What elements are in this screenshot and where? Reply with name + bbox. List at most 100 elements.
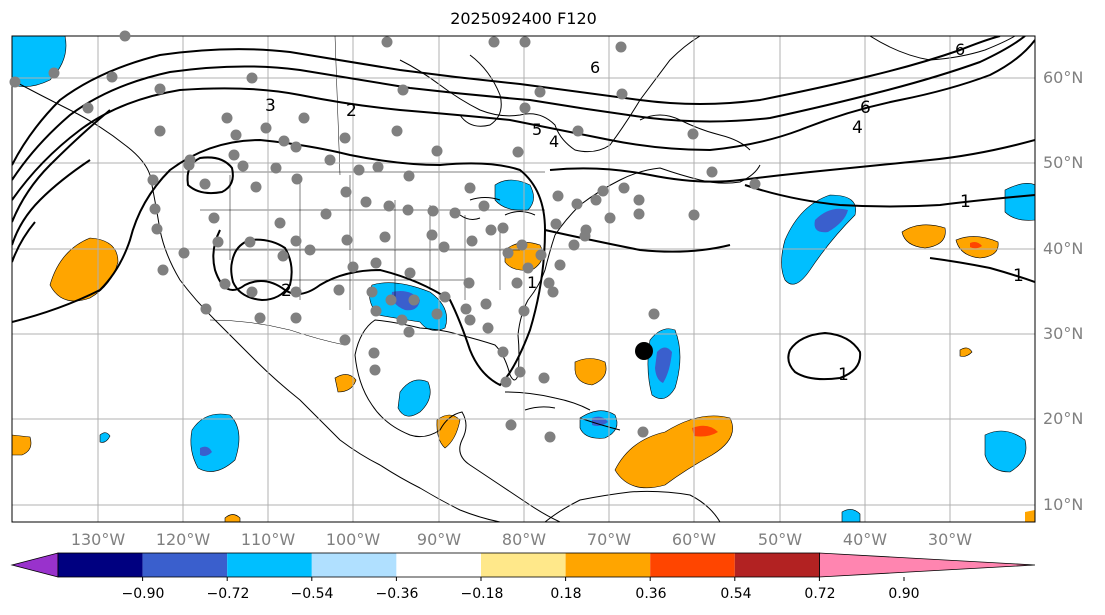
contour-label-2: 2	[346, 101, 357, 121]
lat-label-20n: 20°N	[1043, 409, 1084, 428]
station-dot	[244, 236, 256, 248]
station-dot	[324, 154, 336, 166]
pos-anomaly-mexico-west	[334, 374, 357, 393]
colorbar-segment	[481, 553, 566, 577]
lat-label-60n: 60°N	[1043, 68, 1084, 87]
station-dot	[485, 224, 497, 236]
station-dot	[512, 146, 524, 158]
station-dot	[290, 312, 302, 324]
station-dot	[383, 200, 395, 212]
station-dot	[427, 205, 439, 217]
station-dot	[396, 314, 408, 326]
station-dot	[500, 376, 512, 388]
lon-label-110w: 110°W	[240, 530, 296, 549]
station-dot	[543, 277, 555, 289]
station-dot	[568, 239, 580, 251]
map-title: 2025092400 F120	[450, 9, 597, 28]
colorbar-max-arrow	[819, 552, 1036, 578]
station-dot	[341, 234, 353, 246]
station-dot	[208, 212, 220, 224]
station-dot	[514, 366, 526, 378]
station-dot	[439, 291, 451, 303]
station-dot	[431, 308, 443, 320]
contour-label-6a: 6	[590, 58, 601, 77]
colorbar-tick-4: −0.36	[375, 586, 419, 602]
station-dot	[353, 164, 365, 176]
station-dot	[339, 334, 351, 346]
station-dot	[368, 347, 380, 359]
station-dot	[604, 212, 616, 224]
station-dot	[154, 83, 166, 95]
station-dot	[426, 229, 438, 241]
colorbar-tick-2: −0.72	[206, 586, 250, 602]
station-dot	[270, 162, 282, 174]
neg-anomaly-pacific-core	[200, 446, 212, 456]
neg-anomaly-atlantic-core	[814, 208, 848, 233]
lon-label-60w: 60°W	[671, 530, 717, 549]
pos-anomaly-tiny-1	[959, 347, 973, 357]
colorbar-tick-8: 0.54	[720, 586, 752, 602]
colorbar-tick-7: 0.36	[635, 586, 667, 602]
station-dot	[402, 204, 414, 216]
station-dot	[154, 125, 166, 137]
pos-anomaly-atlantic-2-core	[970, 242, 982, 249]
colorbar-segment	[142, 553, 228, 577]
colorbar-outline	[57, 552, 820, 578]
station-dot	[706, 166, 718, 178]
station-dot	[404, 267, 416, 279]
station-dot	[212, 236, 224, 248]
contour-label-3: 3	[265, 96, 276, 116]
station-dot	[147, 174, 159, 186]
station-dot	[298, 112, 310, 124]
lat-label-40n: 40°N	[1043, 239, 1084, 258]
colorbar-tick-9: 0.72	[804, 586, 836, 602]
colorbar-tick-3: −0.54	[290, 586, 334, 602]
station-dot	[615, 41, 627, 53]
lat-label-30n: 30°N	[1043, 324, 1084, 343]
station-dot	[519, 102, 531, 114]
station-dot	[497, 346, 509, 358]
station-dot	[333, 284, 345, 296]
station-dot	[366, 286, 378, 298]
station-dot	[200, 303, 212, 315]
contour-label-5: 5	[532, 120, 543, 139]
station-dot	[290, 286, 302, 298]
lon-label-90w: 90°W	[416, 530, 462, 549]
station-dot	[246, 72, 258, 84]
colorbar	[10, 552, 1036, 581]
station-dot	[538, 372, 550, 384]
station-dot	[391, 125, 403, 137]
station-dot	[403, 170, 415, 182]
station-dot	[431, 145, 443, 157]
station-dot	[534, 86, 546, 98]
station-dot	[320, 208, 332, 220]
station-dot	[590, 194, 602, 206]
station-dot	[221, 112, 233, 124]
station-dot	[502, 247, 514, 259]
colorbar-segment	[58, 553, 143, 577]
station-dot	[535, 249, 547, 261]
pos-anomaly-yucatan	[436, 414, 461, 449]
station-dot	[519, 36, 531, 48]
station-dot	[230, 129, 242, 141]
station-dot	[304, 244, 316, 256]
station-dot	[449, 207, 461, 219]
station-dot	[82, 102, 94, 114]
station-dot	[460, 303, 472, 315]
lon-label-50w: 50°W	[757, 530, 803, 549]
station-dot	[106, 71, 118, 83]
station-dot	[219, 278, 231, 290]
lon-label-80w: 80°W	[501, 530, 547, 549]
station-dot	[511, 277, 523, 289]
station-dot	[408, 294, 420, 306]
lon-label-100w: 100°W	[325, 530, 381, 549]
station-dot	[369, 364, 381, 376]
coastlines	[12, 36, 1016, 522]
station-dot	[260, 122, 272, 134]
station-dot	[228, 149, 240, 161]
station-dot	[340, 186, 352, 198]
contour-label-1c: 1	[838, 365, 849, 385]
station-dot	[277, 250, 289, 262]
station-dot	[183, 159, 195, 171]
station-dot	[482, 322, 494, 334]
